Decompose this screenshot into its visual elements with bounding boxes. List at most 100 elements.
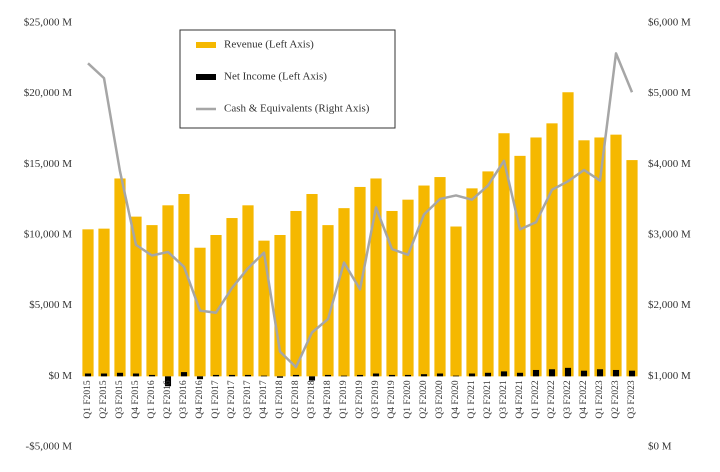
bar [194, 247, 206, 377]
bar [242, 205, 254, 377]
x-tick-label: Q1 F2022 [531, 380, 541, 419]
line [87, 52, 634, 369]
bar [226, 218, 238, 377]
x-tick-label: Q2 F2021 [483, 380, 493, 419]
y-tick-label: $20,000 M [24, 87, 73, 99]
bar [356, 374, 364, 377]
bar [548, 369, 556, 377]
legend-label: Cash & Equivalents (Right Axis) [224, 103, 370, 115]
bar [434, 177, 446, 377]
x-tick-label: Q3 F2023 [627, 380, 637, 419]
bar [420, 374, 428, 377]
x-tick-label: Q1 F2016 [147, 380, 157, 419]
x-tick-label: Q3 F2020 [435, 380, 445, 419]
bar [308, 376, 316, 381]
bar [164, 376, 172, 387]
bar [130, 216, 142, 377]
bar [388, 374, 396, 377]
bar [578, 140, 590, 377]
x-tick-label: Q4 F2022 [579, 380, 589, 419]
bar [354, 186, 366, 377]
bar [386, 210, 398, 377]
bar [258, 240, 270, 377]
legend-swatch [196, 42, 216, 48]
y-tick-label: $5,000 M [29, 299, 72, 311]
x-tick-label: Q1 F2017 [211, 380, 221, 419]
bar [178, 194, 190, 377]
x-tick-label: Q4 F2017 [259, 380, 269, 419]
x-tick-label: Q1 F2015 [83, 380, 93, 419]
bar [402, 199, 414, 377]
x-tick-label: Q4 F2015 [131, 380, 141, 419]
x-tick-label: Q3 F2019 [371, 380, 381, 419]
bar [466, 188, 478, 377]
x-tick-label: Q2 F2019 [355, 380, 365, 419]
bar [180, 372, 188, 377]
x-tick-label: Q1 F2019 [339, 380, 349, 419]
x-tick-label: Q4 F2021 [515, 380, 525, 419]
bar [148, 374, 156, 377]
x-tick-label: Q3 F2017 [243, 380, 253, 419]
x-tick-label: Q1 F2023 [595, 380, 605, 419]
bar [98, 228, 110, 377]
bar [468, 373, 476, 377]
bar [132, 373, 140, 377]
y-tick-label: -$5,000 M [26, 441, 73, 453]
bar [306, 194, 318, 377]
y-tick-label: $25,000 M [24, 17, 73, 29]
bar [450, 226, 462, 377]
bar [532, 369, 540, 377]
bar [530, 137, 542, 377]
bar [116, 372, 124, 377]
legend-label: Revenue (Left Axis) [224, 39, 314, 51]
bar [338, 208, 350, 377]
legend-label: Net Income (Left Axis) [224, 71, 327, 83]
x-tick-label: Q4 F2020 [451, 380, 461, 419]
bar [612, 369, 620, 377]
x-tick-label: Q3 F2016 [179, 380, 189, 419]
y2-tick-label: $6,000 M [648, 17, 691, 29]
x-tick-label: Q3 F2022 [563, 380, 573, 419]
bar [610, 134, 622, 377]
bar [418, 185, 430, 377]
x-tick-label: Q3 F2021 [499, 380, 509, 419]
x-tick-label: Q2 F2023 [611, 380, 621, 419]
bar [276, 376, 284, 378]
x-tick-label: Q2 F2015 [99, 380, 109, 419]
y-tick-label: $0 M [48, 370, 72, 382]
x-tick-label: Q4 F2019 [387, 380, 397, 419]
y-tick-label: $10,000 M [24, 229, 73, 241]
bar [626, 160, 638, 377]
bar [290, 210, 302, 377]
bar [292, 374, 300, 377]
y-tick-label: $15,000 M [24, 158, 73, 170]
x-tick-label: Q1 F2018 [275, 380, 285, 419]
bar [516, 372, 524, 377]
bar [546, 123, 558, 377]
bar [114, 178, 126, 377]
bar [436, 373, 444, 377]
bar [482, 171, 494, 377]
bar [100, 373, 108, 377]
bar [498, 133, 510, 377]
bar [596, 369, 604, 377]
bar [562, 92, 574, 377]
x-tick-label: Q4 F2016 [195, 380, 205, 419]
bar [404, 374, 412, 377]
y2-tick-label: $3,000 M [648, 229, 691, 241]
x-tick-label: Q1 F2021 [467, 380, 477, 419]
bar [212, 374, 220, 377]
bar [210, 235, 222, 377]
bar [340, 375, 348, 377]
x-tick-label: Q1 F2020 [403, 380, 413, 419]
y2-tick-label: $2,000 M [648, 299, 691, 311]
x-tick-label: Q3 F2018 [307, 380, 317, 419]
bar [196, 376, 204, 380]
bar [370, 178, 382, 377]
bar [82, 229, 94, 377]
bar [162, 205, 174, 377]
bar [484, 372, 492, 377]
x-tick-label: Q2 F2017 [227, 380, 237, 419]
x-tick-label: Q2 F2020 [419, 380, 429, 419]
